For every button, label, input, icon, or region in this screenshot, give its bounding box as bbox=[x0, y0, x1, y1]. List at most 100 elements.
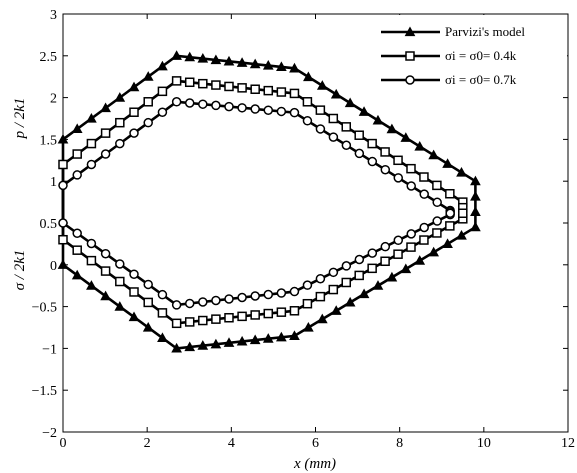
data-point bbox=[86, 138, 97, 149]
data-point bbox=[428, 246, 440, 257]
data-point bbox=[380, 241, 391, 252]
data-point bbox=[341, 261, 352, 271]
data-point bbox=[393, 249, 403, 259]
y-tick-label: 0.5 bbox=[40, 217, 58, 232]
y-tick-label: −1 bbox=[42, 342, 57, 357]
data-point bbox=[276, 106, 287, 117]
data-point bbox=[386, 271, 398, 282]
data-point bbox=[58, 218, 68, 228]
series-layer bbox=[57, 50, 481, 353]
data-point bbox=[358, 288, 370, 299]
axis-ticks: 0 2 4 6 8 10 12 −2 −1.5 −1 −0.5 0 0.5 1 1.5 2 2.5 3 bbox=[32, 8, 575, 451]
legend: Parvizi's model σi = σ0= 0.4k σi = σ0= 0.7… bbox=[376, 15, 567, 97]
data-point bbox=[250, 104, 260, 114]
data-point bbox=[58, 234, 68, 245]
data-point bbox=[100, 128, 111, 138]
data-point bbox=[184, 317, 195, 327]
data-point bbox=[344, 97, 356, 108]
data-point bbox=[198, 78, 208, 89]
y-tick-label: 0 bbox=[50, 259, 57, 274]
data-point bbox=[445, 221, 455, 231]
data-point bbox=[236, 57, 248, 67]
data-point bbox=[224, 101, 234, 112]
data-point bbox=[414, 140, 426, 151]
data-point bbox=[142, 321, 154, 332]
data-point bbox=[470, 175, 481, 186]
data-point bbox=[315, 124, 326, 134]
data-point bbox=[115, 259, 125, 269]
data-point bbox=[128, 311, 140, 322]
data-point bbox=[100, 290, 111, 301]
data-point bbox=[358, 106, 370, 116]
y-tick-label: 2.5 bbox=[40, 50, 58, 65]
data-point bbox=[315, 273, 326, 284]
data-point bbox=[393, 173, 404, 183]
data-point bbox=[456, 230, 467, 240]
y-axis-label-top: p / 2k1 bbox=[12, 98, 28, 140]
data-point bbox=[372, 280, 384, 290]
data-point bbox=[171, 76, 182, 86]
data-point bbox=[302, 97, 313, 107]
data-point bbox=[100, 102, 111, 113]
data-point bbox=[354, 270, 364, 281]
data-point bbox=[262, 333, 274, 343]
data-point bbox=[142, 71, 154, 81]
data-point bbox=[115, 117, 125, 128]
y-axis-label-bottom: σ / 2k1 bbox=[12, 250, 28, 291]
data-point bbox=[289, 107, 300, 118]
data-point bbox=[223, 337, 235, 347]
data-point bbox=[224, 294, 234, 304]
y-tick-label: 2 bbox=[50, 92, 57, 107]
data-point bbox=[316, 80, 328, 90]
x-tick-label: 12 bbox=[561, 436, 575, 451]
data-point bbox=[143, 97, 153, 107]
data-point bbox=[250, 84, 260, 94]
data-point bbox=[328, 267, 339, 278]
data-point bbox=[263, 85, 274, 96]
data-point bbox=[171, 97, 182, 107]
data-point bbox=[211, 80, 221, 90]
data-point bbox=[330, 305, 342, 315]
data-point bbox=[386, 123, 398, 134]
data-point bbox=[354, 130, 364, 140]
data-point bbox=[128, 81, 140, 92]
data-point bbox=[400, 132, 412, 142]
data-point bbox=[341, 122, 352, 132]
x-tick-label: 8 bbox=[396, 436, 403, 451]
data-point bbox=[224, 81, 234, 92]
data-point bbox=[157, 107, 168, 117]
data-point bbox=[184, 98, 195, 108]
data-point bbox=[157, 332, 168, 343]
data-point bbox=[315, 291, 326, 302]
data-point bbox=[316, 313, 328, 324]
data-point bbox=[289, 306, 300, 316]
data-point bbox=[211, 295, 221, 306]
data-point bbox=[442, 238, 453, 248]
x-tick-label: 2 bbox=[144, 436, 151, 451]
data-point bbox=[445, 188, 455, 199]
data-point bbox=[393, 235, 404, 246]
data-point bbox=[86, 280, 97, 290]
data-point bbox=[428, 149, 440, 160]
data-point bbox=[210, 54, 222, 65]
data-point bbox=[115, 138, 125, 149]
data-point bbox=[157, 60, 168, 71]
x-tick-label: 0 bbox=[60, 436, 67, 451]
data-point bbox=[406, 163, 416, 174]
series-circle bbox=[58, 97, 455, 310]
legend-marker bbox=[405, 51, 415, 61]
y-tick-label: −0.5 bbox=[32, 301, 57, 316]
data-point bbox=[406, 181, 416, 191]
data-point bbox=[393, 155, 403, 166]
data-point bbox=[302, 116, 313, 126]
data-point bbox=[129, 107, 139, 117]
data-point bbox=[470, 221, 481, 232]
data-point bbox=[86, 112, 97, 123]
x-axis-label: x (mm) bbox=[293, 456, 336, 472]
data-point bbox=[470, 206, 481, 216]
data-point bbox=[367, 263, 377, 274]
data-point bbox=[303, 321, 314, 332]
y-tick-label: −2 bbox=[42, 426, 57, 441]
data-point bbox=[315, 105, 326, 115]
y-tick-label: −1.5 bbox=[32, 384, 57, 399]
